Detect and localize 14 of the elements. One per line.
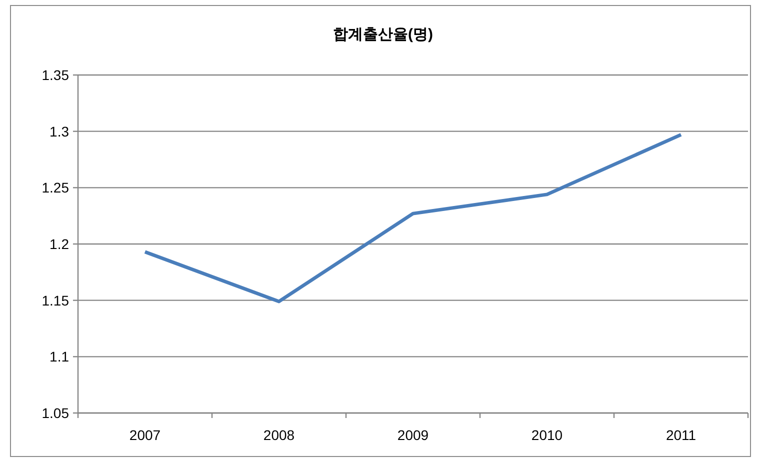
x-tick-label: 2009 [397,427,429,443]
x-tick-label: 2008 [263,427,295,443]
y-tick-label: 1.15 [42,292,70,308]
x-tick-label: 2007 [129,427,161,443]
x-tick-label: 2011 [666,427,696,443]
y-tick-label: 1.1 [50,348,70,365]
chart-title: 합계출산율(명) [333,26,433,43]
y-tick-label: 1.3 [50,123,70,140]
y-tick-label: 1.25 [42,180,70,196]
x-tick-label: 2010 [531,427,563,443]
y-tick-label: 1.05 [42,405,70,421]
y-tick-label: 1.35 [42,67,70,83]
line-series [143,132,683,304]
y-tick-label: 1.2 [50,236,70,252]
